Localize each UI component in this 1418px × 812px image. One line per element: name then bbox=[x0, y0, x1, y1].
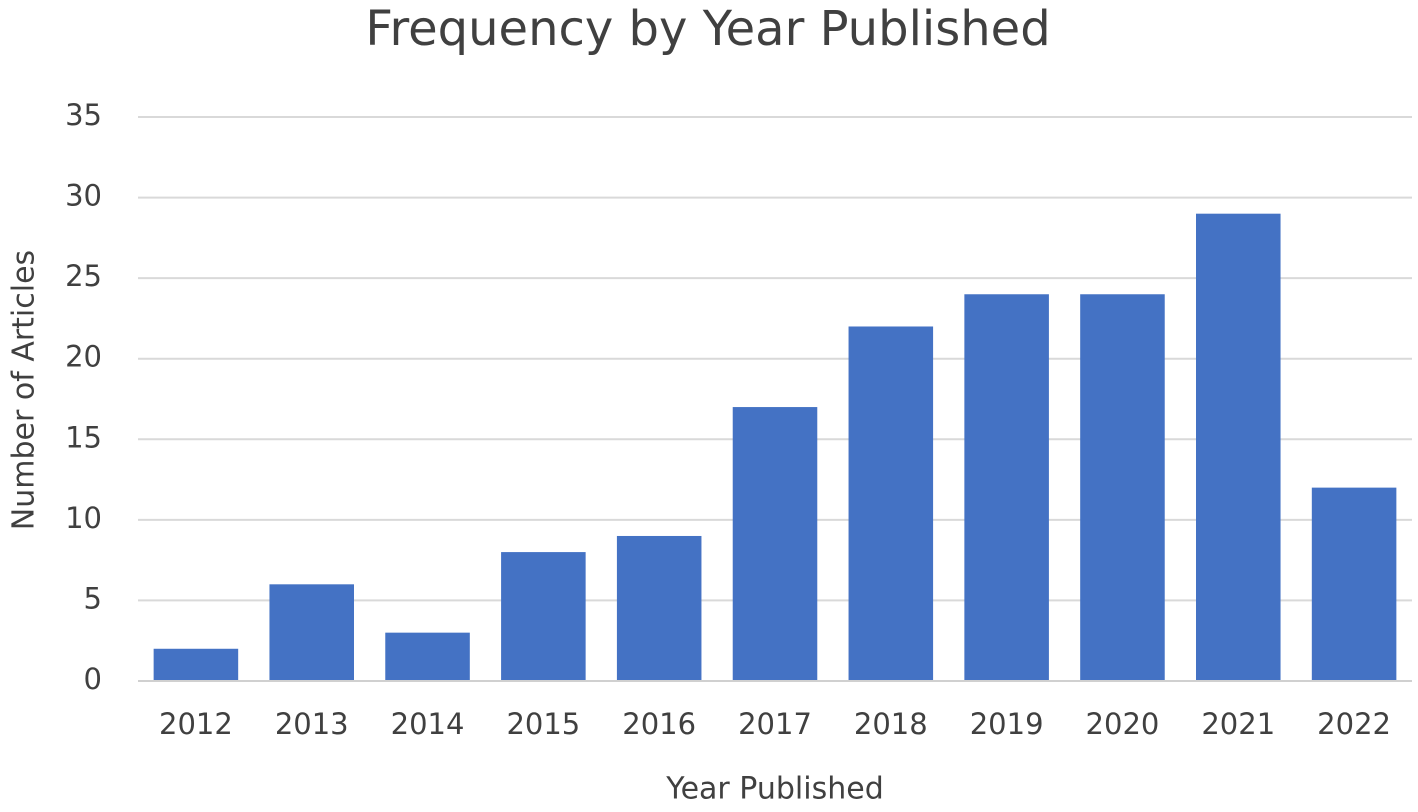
y-tick-label: 35 bbox=[65, 98, 102, 132]
y-tick-label: 30 bbox=[65, 179, 102, 213]
x-tick-label: 2018 bbox=[854, 707, 928, 741]
bar bbox=[1080, 294, 1165, 681]
bar bbox=[848, 326, 934, 681]
y-tick-label: 15 bbox=[65, 420, 102, 454]
y-tick-label: 5 bbox=[84, 581, 102, 615]
y-tick-label: 20 bbox=[65, 340, 102, 374]
x-tick-label: 2020 bbox=[1086, 707, 1160, 741]
x-tick-label: 2012 bbox=[159, 707, 233, 741]
x-tick-label: 2016 bbox=[622, 707, 696, 741]
x-tick-label: 2014 bbox=[391, 707, 465, 741]
x-tick-label: 2021 bbox=[1201, 707, 1275, 741]
bar bbox=[1195, 213, 1281, 681]
x-tick-label: 2013 bbox=[275, 707, 349, 741]
y-tick-label: 25 bbox=[65, 259, 102, 293]
bar bbox=[964, 294, 1049, 681]
chart-title: Frequency by Year Published bbox=[365, 1, 1050, 57]
bar bbox=[153, 648, 239, 681]
y-tick-label: 10 bbox=[65, 501, 102, 535]
bar bbox=[501, 552, 586, 681]
y-axis-title: Number of Articles bbox=[7, 250, 42, 530]
bar bbox=[616, 535, 702, 681]
bar bbox=[269, 584, 355, 681]
x-tick-label: 2015 bbox=[506, 707, 580, 741]
x-tick-label: 2022 bbox=[1317, 707, 1391, 741]
x-axis-title: Year Published bbox=[665, 772, 884, 807]
x-tick-label: 2017 bbox=[738, 707, 812, 741]
bar bbox=[385, 632, 470, 681]
x-tick-label: 2019 bbox=[970, 707, 1044, 741]
bar bbox=[732, 407, 818, 681]
bar bbox=[1311, 487, 1397, 681]
y-tick-label: 0 bbox=[84, 662, 102, 696]
